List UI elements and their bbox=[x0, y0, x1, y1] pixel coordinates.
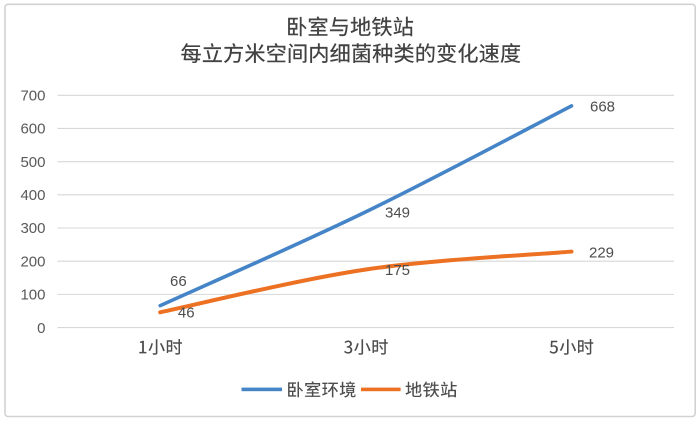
svg-text:66: 66 bbox=[170, 273, 187, 290]
svg-text:668: 668 bbox=[590, 98, 615, 115]
svg-text:700: 700 bbox=[20, 88, 45, 105]
svg-text:500: 500 bbox=[20, 154, 45, 171]
svg-text:400: 400 bbox=[20, 187, 45, 204]
svg-text:349: 349 bbox=[385, 204, 410, 221]
svg-text:229: 229 bbox=[589, 244, 614, 261]
svg-text:600: 600 bbox=[20, 121, 45, 138]
svg-text:200: 200 bbox=[20, 253, 45, 270]
svg-text:300: 300 bbox=[20, 220, 45, 237]
svg-text:46: 46 bbox=[178, 304, 195, 321]
svg-text:100: 100 bbox=[20, 287, 45, 304]
svg-text:0: 0 bbox=[37, 320, 45, 337]
svg-text:175: 175 bbox=[385, 262, 410, 279]
